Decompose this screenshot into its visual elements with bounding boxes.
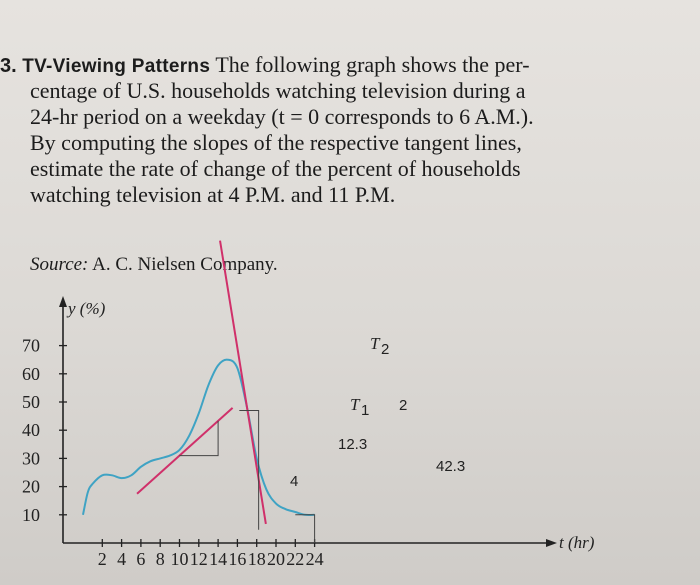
run-label-t1: 4 — [290, 473, 298, 490]
problem-text-line-3: 24-hr period on a weekday (t = 0 corresp… — [30, 104, 534, 129]
y-tick-label-60: 60 — [22, 364, 40, 384]
source-text: A. C. Nielsen Company. — [92, 254, 278, 275]
x-tick-label-12: 12 — [190, 549, 208, 569]
right-end-step — [295, 514, 316, 543]
tv-viewing-curve — [82, 358, 315, 517]
rise-label-t1: 12.3 — [338, 436, 367, 453]
problem-text-line-4: By computing the slopes of the respectiv… — [30, 130, 522, 155]
y-tick-label-70: 70 — [22, 336, 40, 356]
x-tick-label-22: 22 — [286, 549, 304, 569]
y-tick-label-20: 20 — [22, 477, 40, 497]
problem-text-line-6: watching television at 4 P.M. and 11 P.M… — [30, 182, 396, 207]
axes: y (%) t (hr) — [59, 296, 595, 552]
x-tick-label-16: 16 — [228, 549, 246, 569]
run-label-t2: 2 — [399, 397, 407, 414]
x-tick-label-18: 18 — [248, 549, 266, 569]
tangent-line-t1 — [136, 407, 234, 495]
y-tick-label-40: 40 — [22, 420, 40, 440]
y-tick-label-10: 10 — [22, 505, 40, 525]
x-axis-label: t (hr) — [559, 533, 595, 552]
problem-text-line-5: estimate the rate of change of the perce… — [30, 156, 521, 181]
x-tick-label-20: 20 — [267, 549, 285, 569]
source-label: Source: — [30, 254, 89, 275]
x-axis-arrow — [546, 539, 557, 547]
slope-triangle-t2 — [239, 409, 260, 530]
rise-label-t2: 42.3 — [436, 458, 465, 475]
label-t2: T — [370, 334, 381, 353]
y-tick-label-30: 30 — [22, 448, 40, 468]
y-axis-label: y (%) — [66, 299, 106, 318]
y-axis-arrow — [59, 296, 67, 307]
x-tick-label-6: 6 — [136, 549, 145, 569]
problem-number: 3. — [0, 55, 17, 77]
x-tick-label-8: 8 — [156, 549, 165, 569]
source-citation: Source: A. C. Nielsen Company. — [30, 254, 278, 276]
x-tick-label-4: 4 — [117, 549, 126, 569]
label-t1-subscript: 1 — [361, 402, 369, 419]
y-tick-label-50: 50 — [22, 392, 40, 412]
label-t2-subscript: 2 — [381, 341, 389, 358]
x-tick-label-10: 10 — [171, 549, 189, 569]
problem-line-1: 3. TV-Viewing Patterns The following gra… — [0, 52, 530, 80]
x-tick-label-14: 14 — [209, 549, 227, 569]
slope-triangle-t1 — [179, 420, 219, 457]
problem-text-line-1: The following graph shows the per- — [215, 52, 530, 77]
marks — [82, 240, 316, 543]
label-t1: T — [350, 395, 361, 414]
x-tick-label-2: 2 — [98, 549, 107, 569]
problem-heading: TV-Viewing Patterns — [22, 56, 211, 77]
problem-text-line-2: centage of U.S. households watching tele… — [30, 78, 526, 103]
x-tick-label-24: 24 — [306, 549, 324, 569]
